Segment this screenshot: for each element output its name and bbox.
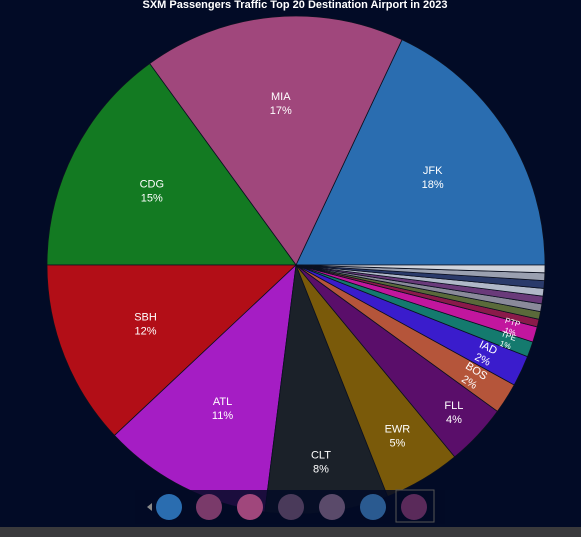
slice-label: CLT [311, 450, 331, 462]
pie [46, 15, 546, 515]
slice [46, 264, 298, 437]
thumbnail[interactable] [401, 494, 427, 520]
chart-title: SXM Passengers Traffic Top 20 Destinatio… [142, 0, 447, 11]
thumbnail[interactable] [360, 494, 386, 520]
slice-value: 4% [446, 414, 462, 426]
thumbnail[interactable] [278, 494, 304, 520]
slice-value: 11% [212, 410, 233, 422]
slice-label: JFK [423, 165, 443, 177]
thumbnail-strip [135, 489, 445, 524]
slice-label: MIA [271, 91, 291, 103]
slice-value: 17% [270, 105, 292, 117]
bottom-bar [0, 527, 581, 537]
slice-label: PTP [504, 316, 521, 329]
slice-label: CDG [140, 178, 164, 190]
thumbnail[interactable] [156, 494, 182, 520]
thumbnail[interactable] [319, 494, 345, 520]
slice-label: EWR [385, 423, 411, 435]
slice-label: FLL [444, 400, 463, 412]
slice-label: SBH [134, 311, 157, 323]
slice-label: ATL [213, 396, 232, 408]
slice [295, 39, 546, 266]
slice-value: 1% [503, 326, 517, 338]
slice [149, 15, 403, 266]
slice-value: 8% [313, 464, 329, 476]
slice-value: 12% [135, 325, 157, 337]
slice [295, 264, 546, 274]
slice-value: 18% [422, 179, 444, 191]
thumbnail[interactable] [196, 494, 222, 520]
slice-value: 15% [141, 192, 163, 204]
thumbnail-selected [395, 489, 435, 523]
slice [46, 62, 297, 266]
slice-value: 5% [389, 437, 405, 449]
slice-value: 1% [498, 339, 512, 351]
slice-labels: JFK 18% MIA 17% CDG 15% SBH 12% ATL 11% CLT 8% EWR 5%… [134, 91, 521, 476]
scroll-left[interactable] [147, 503, 152, 511]
thumbnail[interactable] [237, 494, 263, 520]
